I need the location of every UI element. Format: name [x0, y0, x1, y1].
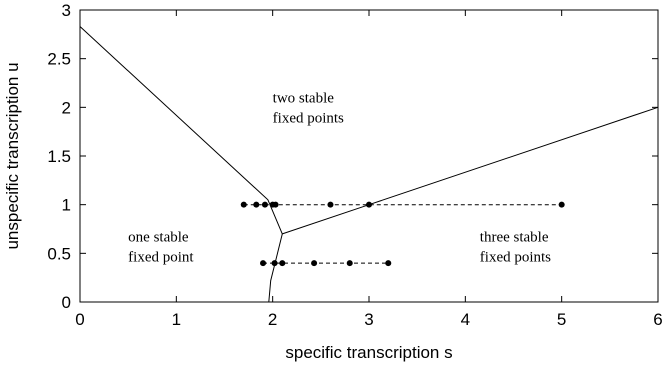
data-point-7 [558, 201, 565, 208]
data-point-5 [327, 201, 334, 208]
region-label-1: one stable fixed point [128, 230, 194, 266]
x-tick-label-4: 4 [461, 310, 470, 329]
y-tick-label-2: 1 [62, 196, 71, 215]
data-points [240, 201, 565, 267]
y-axis-label: unspecific transcription u [3, 62, 22, 249]
x-axis-label: specific transcription s [285, 343, 452, 362]
region-labels: two stable fixed points one stable fixed po… [128, 90, 551, 265]
y-tick-label-6: 3 [62, 1, 71, 20]
x-tick-label-3: 3 [364, 310, 373, 329]
data-point-2 [261, 201, 268, 208]
data-point-11 [311, 260, 318, 267]
x-tick-label-6: 6 [653, 310, 662, 329]
y-tick-label-0: 0 [62, 293, 71, 312]
tick-labels: 0 1 2 3 4 5 6 0 0.5 1 1.5 2 2.5 3 [47, 1, 662, 329]
y-tick-label-5: 2.5 [47, 50, 71, 69]
data-point-10 [279, 260, 286, 267]
y-tick-label-4: 2 [62, 98, 71, 117]
region-label-2: three stable fixed points [480, 230, 551, 266]
series-line-0 [79, 26, 283, 235]
data-point-6 [366, 201, 372, 208]
x-tick-label-0: 0 [75, 310, 84, 329]
y-tick-label-1: 0.5 [47, 244, 71, 263]
x-tick-label-2: 2 [268, 310, 277, 329]
x-tick-label-1: 1 [172, 310, 181, 329]
data-point-0 [240, 201, 247, 208]
y-tick-label-3: 1.5 [47, 147, 71, 166]
x-tick-label-5: 5 [557, 310, 566, 329]
data-point-8 [260, 260, 267, 267]
region-label-0: two stable fixed points [273, 90, 344, 126]
data-point-13 [385, 260, 392, 267]
data-point-4 [272, 201, 279, 208]
data-point-9 [271, 260, 278, 267]
data-point-12 [346, 260, 353, 267]
series-line-2 [268, 233, 283, 303]
data-point-1 [253, 201, 260, 208]
